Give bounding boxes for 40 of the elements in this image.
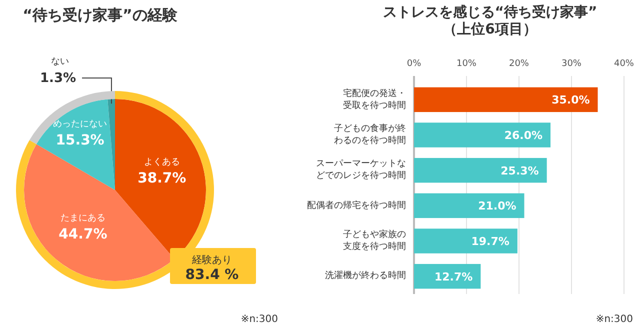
chart-title: ストレスを感じる“待ち受け家事” （上位6項目） (382, 4, 598, 38)
data-label: 44.7% (58, 226, 108, 242)
y-tick-label: 洗濯機が終わる時間 (325, 270, 406, 282)
y-tick-label: 配偶者の帰宅を待つ時間 (307, 200, 406, 212)
pie-slice (36, 99, 115, 190)
bar (414, 264, 481, 289)
x-tick-label: 0% (406, 59, 422, 69)
text: ※n:300 (240, 314, 278, 325)
x-tick-label: 20% (508, 59, 530, 69)
y-tick-label: スーパーマーケットなどでのレジを待つ時間 (315, 158, 406, 182)
bar (414, 158, 547, 183)
data-label: 35.0% (552, 94, 590, 107)
data-label: 83.4 % (185, 267, 239, 283)
slice-label: めったにない (53, 120, 108, 130)
data-label: 15.3% (56, 132, 104, 149)
y-tick-label: 宅配便の発送・受取を待つ時間 (342, 88, 406, 112)
slice-label: ない (51, 57, 69, 67)
bar (414, 87, 598, 112)
x-tick-label: 30% (561, 59, 582, 69)
slice-label: 経験あり (191, 254, 232, 266)
slice-label: たまにある (60, 213, 106, 224)
bar (414, 122, 550, 148)
data-label: 25.3% (500, 164, 539, 178)
slice-label: よくある (144, 158, 180, 168)
chart-title: “待ち受け家事”の経験 (22, 6, 178, 24)
bar (414, 193, 524, 218)
text: ※n:300 (596, 314, 633, 325)
pie-slice (108, 99, 115, 190)
data-label: 21.0% (478, 200, 516, 213)
data-label: 12.7% (434, 270, 473, 284)
donut-slice (29, 91, 115, 144)
data-label: 26.0% (504, 129, 542, 142)
x-tick-label: 40% (614, 59, 634, 69)
data-label: 1.3% (40, 71, 76, 86)
y-tick-label: 子どもや家族の支度を待つ時間 (342, 228, 406, 253)
y-tick-label: 子どもの食事が終わるのを待つ時間 (333, 122, 406, 147)
bar (414, 228, 518, 254)
x-tick-label: 10% (456, 59, 477, 69)
data-label: 38.7% (138, 170, 186, 187)
data-label: 19.7% (471, 235, 510, 248)
